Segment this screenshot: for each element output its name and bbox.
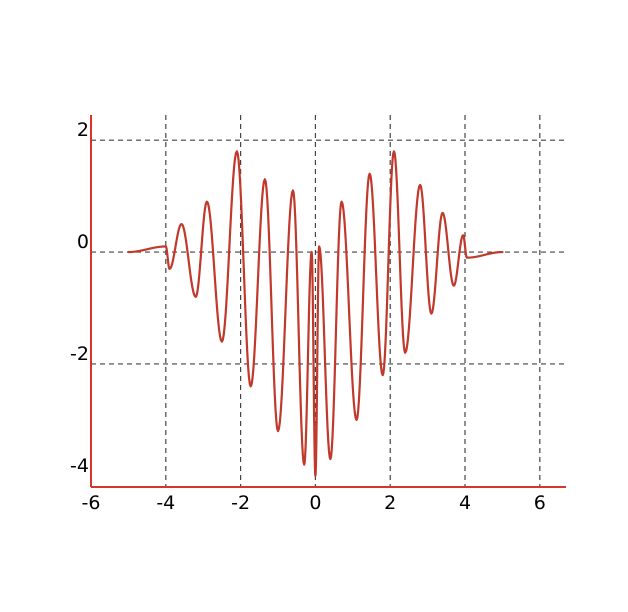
x-tick-label: -6 — [82, 492, 101, 514]
x-tick-label: 2 — [384, 492, 396, 514]
tick-labels: -6 -4 -2 0 2 4 6 2 0 -2 -4 — [70, 119, 546, 514]
y-tick-label: 0 — [77, 231, 89, 253]
y-tick-label: -2 — [70, 343, 89, 365]
y-tick-label: 2 — [77, 119, 89, 141]
x-tick-label: -2 — [231, 492, 250, 514]
x-tick-label: 4 — [459, 492, 471, 514]
series-line-0 — [127, 150, 504, 477]
y-tick-label: -4 — [70, 455, 89, 477]
x-tick-label: 6 — [534, 492, 546, 514]
plot-area — [127, 150, 504, 477]
axes — [90, 115, 566, 488]
grid-lines — [91, 115, 566, 487]
x-tick-label: -4 — [156, 492, 175, 514]
x-tick-label: 0 — [309, 492, 321, 514]
